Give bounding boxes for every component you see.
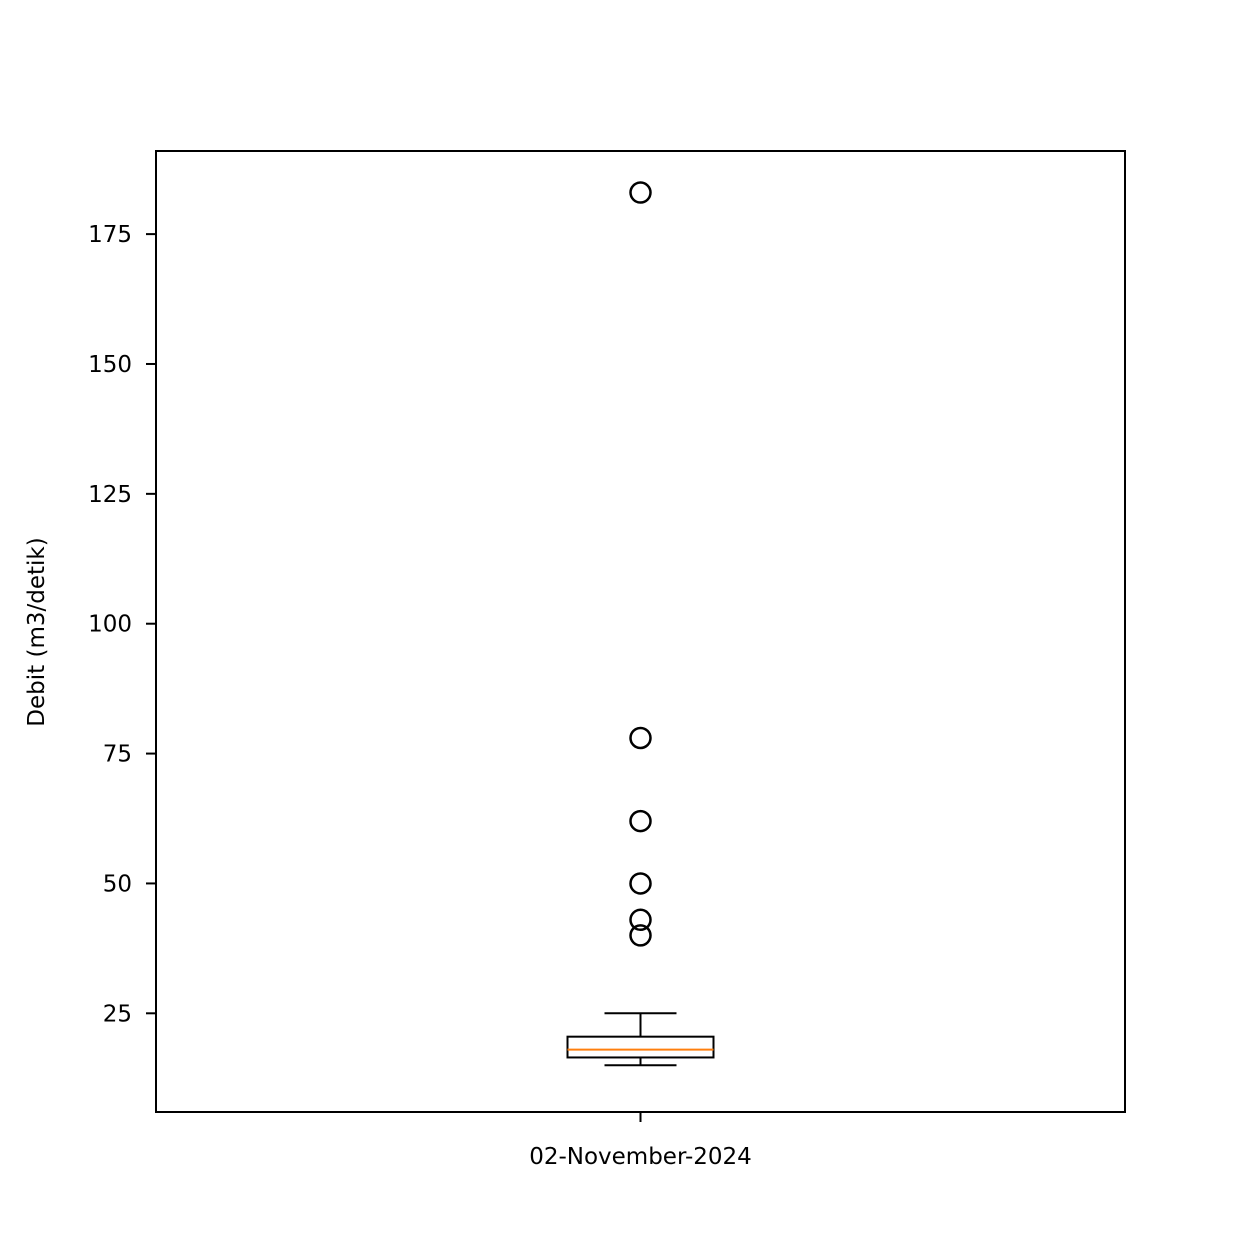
y-tick-label: 100	[88, 612, 132, 638]
iqr-box	[566, 1035, 715, 1059]
y-tick-label: 150	[88, 352, 132, 378]
outlier-point	[629, 872, 652, 895]
outlier-point	[629, 181, 652, 204]
box-group	[566, 181, 715, 1067]
x-tick-label: 02-November-2024	[529, 1144, 752, 1170]
boxplot-marks	[566, 181, 715, 1067]
y-tick-label: 175	[88, 222, 132, 248]
y-tick-label: 50	[103, 871, 132, 897]
y-tick-label: 75	[103, 742, 132, 768]
y-tick-label: 125	[88, 482, 132, 508]
outlier-point	[629, 809, 652, 833]
outlier-point	[629, 924, 652, 947]
axes: 25 50 75 100 125 150 175 02-November-2024	[88, 150, 1126, 1170]
outlier-point	[629, 908, 652, 932]
plot-frame	[155, 150, 1126, 1113]
outlier-point	[629, 726, 652, 750]
y-tick-label: 25	[103, 1001, 132, 1027]
y-axis-label: Debit (m3/detik)	[24, 537, 50, 726]
